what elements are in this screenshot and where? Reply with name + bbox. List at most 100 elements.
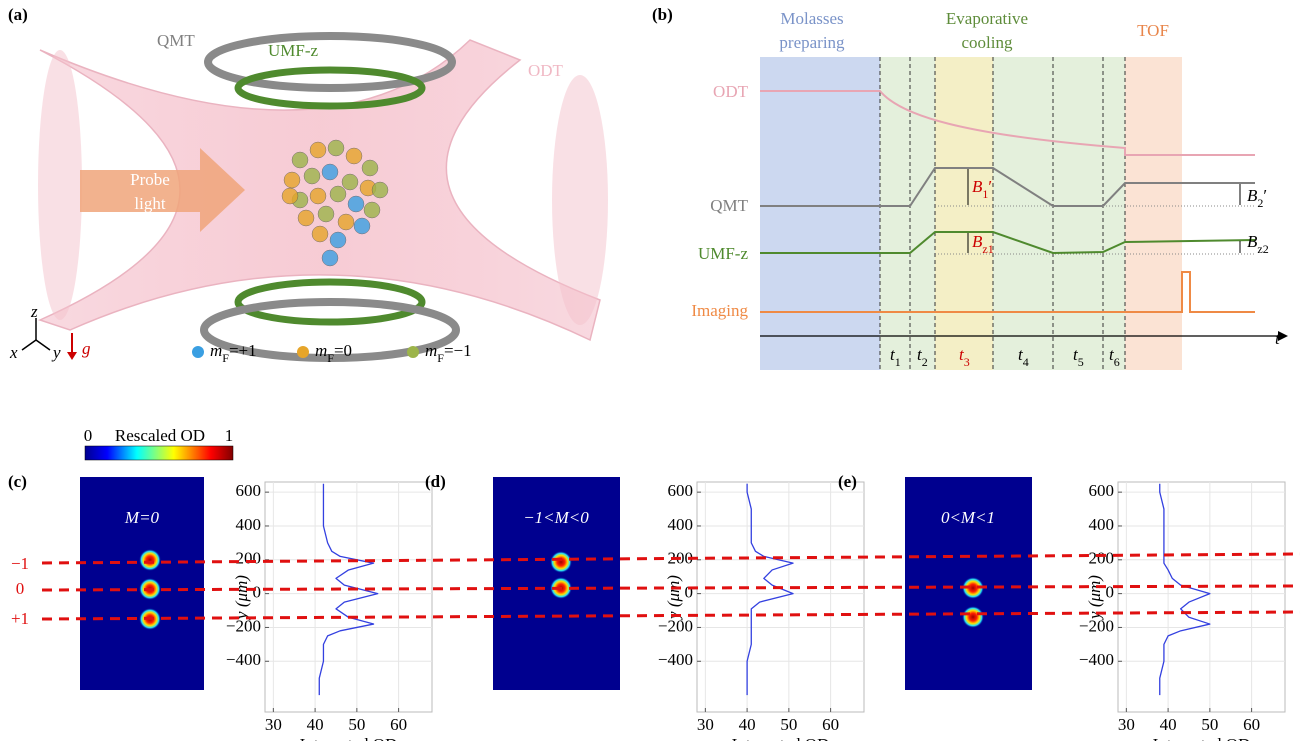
plot-area (265, 482, 432, 712)
atom (354, 218, 370, 234)
beam-end (552, 75, 608, 325)
x-axis-label: Integrated OD (732, 735, 830, 741)
phase-bg (880, 57, 1125, 370)
row-label: QMT (710, 196, 748, 215)
y-tick-label: 400 (668, 515, 694, 534)
y-tick-label: 200 (1089, 549, 1115, 568)
probe-label: light (134, 194, 165, 213)
phase-label: preparing (779, 33, 845, 52)
y-tick-label: 400 (236, 515, 262, 534)
cloud (550, 551, 572, 573)
gravity-head (67, 352, 77, 360)
text-part: 5 (1078, 355, 1084, 369)
order-label: +1 (11, 609, 29, 628)
row-label: UMF-z (698, 244, 749, 263)
atom (338, 214, 354, 230)
atom (318, 206, 334, 222)
text-part: B (972, 177, 983, 196)
order-label: −1 (11, 554, 29, 573)
axis-x (22, 340, 36, 350)
x-tick-label: 40 (1160, 715, 1177, 734)
x-tick-label: 30 (697, 715, 714, 734)
text-part: =−1 (444, 341, 472, 360)
panel-a-art (22, 36, 608, 360)
colorbar-max: 1 (225, 426, 234, 445)
field-label: Bz2 (1247, 232, 1269, 256)
x-tick-label: 40 (307, 715, 324, 734)
atom (346, 148, 362, 164)
atom (372, 182, 388, 198)
phase-label: Molasses (780, 9, 843, 28)
x-axis-label: Integrated OD (1153, 735, 1251, 741)
text-part: 6 (1114, 355, 1120, 369)
legend-swatch (407, 346, 419, 358)
axis-label: y (51, 343, 61, 362)
legend-swatch (192, 346, 204, 358)
atom (312, 226, 328, 242)
panel-label: (e) (838, 472, 857, 491)
axis-label: g (82, 339, 91, 358)
panel-label: (a) (8, 5, 28, 24)
y-tick-label: 600 (236, 481, 262, 500)
x-tick-label: 50 (780, 715, 797, 734)
x-tick-label: 60 (1243, 715, 1260, 734)
beam-end (38, 50, 82, 320)
atom (362, 160, 378, 176)
text-part: 2 (922, 355, 928, 369)
x-tick-label: 60 (390, 715, 407, 734)
cloud (962, 606, 984, 628)
phase-bg (1125, 57, 1182, 370)
text-part: m (210, 341, 222, 360)
figure: 30405060−400−2000200400600Integrated ODy… (0, 0, 1304, 741)
y-tick-label: 600 (668, 481, 694, 500)
phase-bg (935, 57, 993, 370)
y-tick-label: −400 (658, 650, 693, 669)
coil-label: UMF-z (268, 41, 319, 60)
text-part: m (315, 341, 327, 360)
panel-label: (b) (652, 5, 673, 24)
x-tick-label: 40 (739, 715, 756, 734)
panel-label: (c) (8, 472, 27, 491)
atom (310, 188, 326, 204)
axis-y (36, 340, 50, 350)
y-tick-label: 0 (1106, 583, 1115, 602)
atom (330, 232, 346, 248)
x-tick-label: 30 (1118, 715, 1135, 734)
state-label: M=0 (124, 508, 160, 527)
atom (342, 174, 358, 190)
atom (328, 140, 344, 156)
axis-label: z (30, 302, 38, 321)
phase-label: TOF (1137, 21, 1169, 40)
colorbar-min: 0 (84, 426, 93, 445)
legend-entry: mF=−1 (425, 341, 472, 365)
text-part: =+1 (229, 341, 257, 360)
y-tick-label: −400 (226, 650, 261, 669)
text-part: 4 (1023, 355, 1029, 369)
phase-bg (760, 57, 880, 370)
text-part: z1 (982, 242, 993, 256)
state-label: −1<M<0 (523, 508, 589, 527)
atom (364, 202, 380, 218)
atom (322, 250, 338, 266)
text-part: ′ (988, 177, 992, 196)
phase-label: Evaporative (946, 9, 1028, 28)
row-label: Imaging (691, 301, 748, 320)
state-label: 0<M<1 (941, 508, 995, 527)
text-part: 1 (895, 355, 901, 369)
trap-label: ODT (528, 61, 564, 80)
phase-label: cooling (962, 33, 1013, 52)
y-tick-label: 0 (253, 583, 262, 602)
x-tick-label: 50 (1201, 715, 1218, 734)
y-tick-label: −400 (1079, 650, 1114, 669)
colorbar-label: Rescaled OD (115, 426, 205, 445)
atom (284, 172, 300, 188)
atom (322, 164, 338, 180)
colorbar (85, 446, 233, 460)
atom (292, 152, 308, 168)
panel-label: (d) (425, 472, 446, 491)
plots: 30405060−400−2000200400600Integrated ODy… (226, 481, 1285, 741)
y-tick-label: 0 (685, 583, 694, 602)
text-part: B (1247, 232, 1258, 251)
text-part: B (1247, 186, 1258, 205)
atom (310, 142, 326, 158)
